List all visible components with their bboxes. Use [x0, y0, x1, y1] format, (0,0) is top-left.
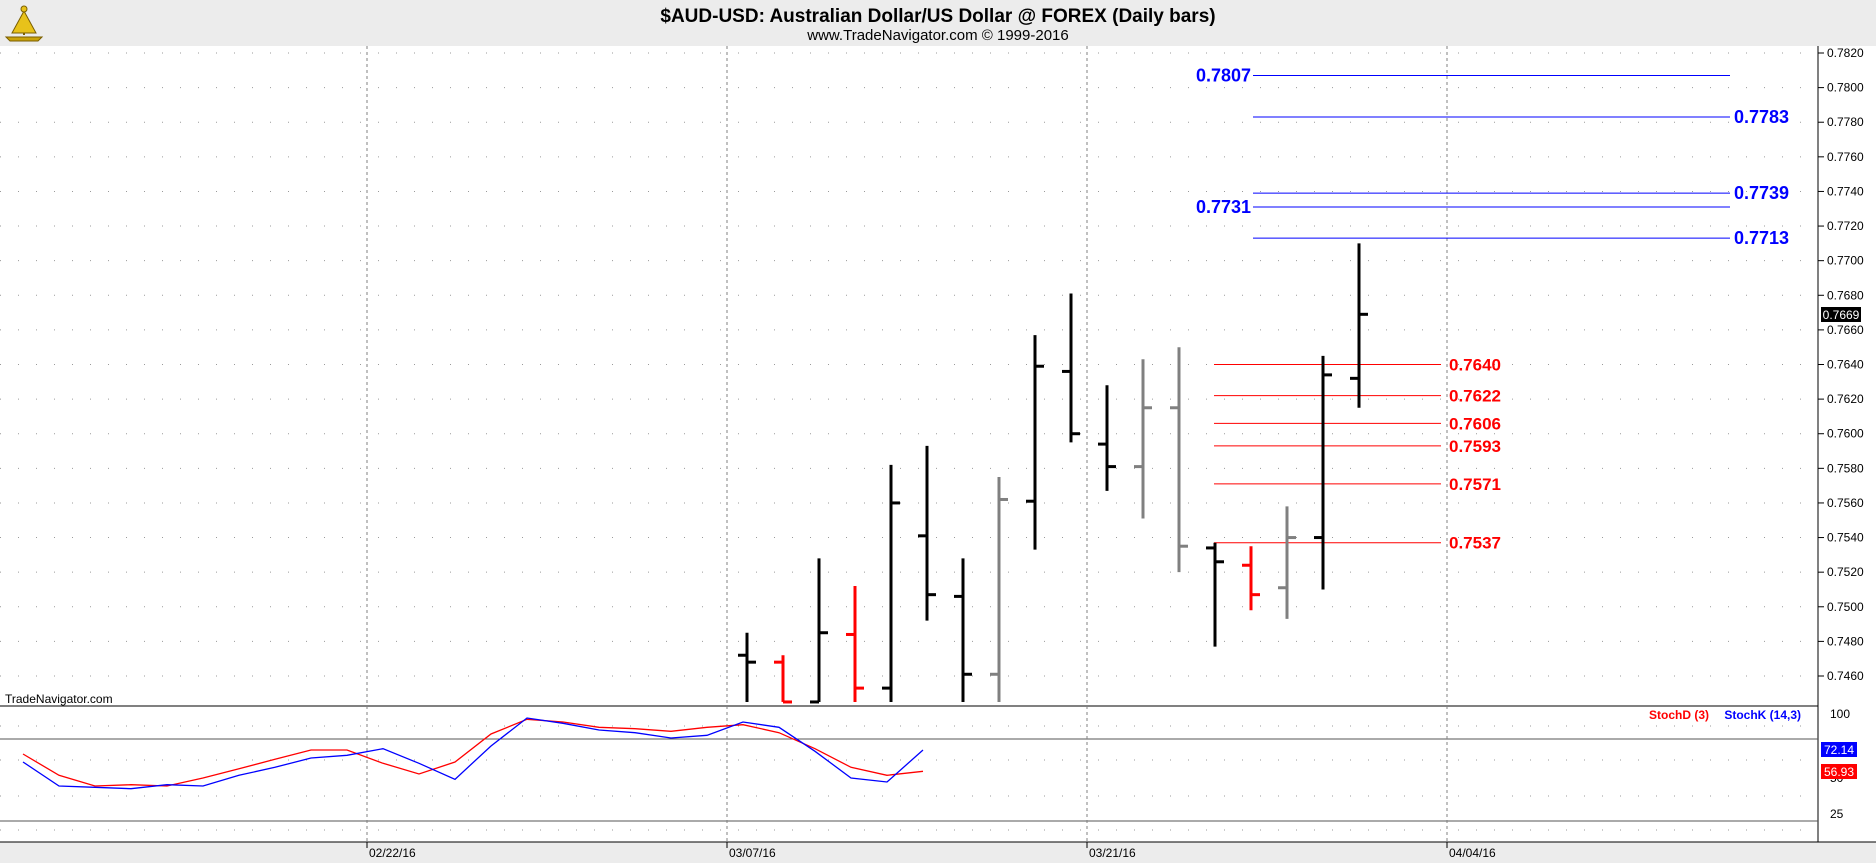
- price-levels: 0.7807 0.7783 0.7739 0.7731 0.7713 0.7640 0.76…: [1196, 65, 1789, 552]
- ohlc-bar: [1098, 385, 1116, 491]
- stochd-last-tag: [1821, 764, 1857, 779]
- watermark: TradeNavigator.com: [5, 692, 113, 706]
- y-tick-label: 0.7540: [1827, 531, 1864, 545]
- y-tick-label: 0.7800: [1827, 81, 1864, 95]
- y-tick-label: 0.7700: [1827, 254, 1864, 268]
- x-tick-label: 02/22/16: [369, 846, 416, 860]
- blue-level-label: 0.7807: [1196, 65, 1251, 85]
- ohlc-bar: [774, 655, 792, 704]
- ohlc-bar: [1242, 546, 1260, 611]
- x-axis-area: [0, 842, 1876, 863]
- ohlc-bar: [1314, 355, 1332, 590]
- stochastic-panel: [22, 717, 924, 790]
- ohlc-bar: [1170, 347, 1188, 573]
- y-tick-label: 0.7500: [1827, 600, 1864, 614]
- ohlc-bars: [738, 243, 1368, 704]
- chart-subtitle: www.TradeNavigator.com © 1999-2016: [806, 27, 1068, 44]
- red-level-label: 0.7640: [1449, 356, 1501, 375]
- ohlc-bar: [1206, 542, 1224, 647]
- ohlc-bar: [846, 586, 864, 702]
- y-tick-label: 0.7660: [1827, 323, 1864, 337]
- stochk-last-value: 72.14: [1824, 743, 1854, 757]
- price-axis-labels: 0.7460 0.7480 0.7500 0.7520 0.7540 0.7560 0.75…: [1827, 46, 1864, 821]
- y-axis-area: [1818, 46, 1876, 863]
- y-tick-label: 0.7580: [1827, 461, 1864, 475]
- blue-level-label: 0.7713: [1734, 228, 1789, 248]
- date-axis-labels: 02/22/16 03/07/16 03/21/16 04/04/16: [369, 846, 1496, 860]
- blue-level-label: 0.7739: [1734, 183, 1789, 203]
- last-price-tag: [1821, 307, 1861, 322]
- red-level-label: 0.7537: [1449, 534, 1501, 553]
- stochd-legend: StochD (3): [1649, 708, 1709, 722]
- plot-area: [0, 46, 1818, 706]
- red-level-label: 0.7606: [1449, 414, 1501, 433]
- ohlc-bar: [1026, 335, 1044, 550]
- stochk-last-tag: [1821, 742, 1857, 757]
- blue-level-label: 0.7731: [1196, 197, 1251, 217]
- ohlc-bar: [918, 445, 936, 621]
- ohlc-bar: [1134, 359, 1152, 519]
- y-tick-label: 0.7820: [1827, 46, 1864, 60]
- x-tick-label: 04/04/16: [1449, 846, 1496, 860]
- stochk-line: [22, 717, 924, 790]
- y-tick-label: 0.7620: [1827, 392, 1864, 406]
- y-tick-label: 0.7680: [1827, 288, 1864, 302]
- ohlc-bar: [738, 632, 756, 702]
- ohlc-bar: [954, 558, 972, 702]
- ohlc-bar: [1350, 243, 1368, 408]
- y-tick-label: 0.7560: [1827, 496, 1864, 510]
- last-price-value: 0.7669: [1823, 308, 1860, 322]
- x-tick-label: 03/07/16: [729, 846, 776, 860]
- blue-level-label: 0.7783: [1734, 107, 1789, 127]
- grid: [0, 52, 1824, 831]
- y-tick-label: 0.7640: [1827, 358, 1864, 372]
- stoch-tick-label: 25: [1830, 807, 1844, 821]
- y-tick-label: 0.7760: [1827, 150, 1864, 164]
- red-level-label: 0.7571: [1449, 475, 1501, 494]
- y-tick-label: 0.7520: [1827, 565, 1864, 579]
- y-tick-label: 0.7600: [1827, 427, 1864, 441]
- chart-title: $AUD-USD: Australian Dollar/US Dollar @ …: [660, 6, 1215, 27]
- ohlc-bar: [882, 464, 900, 702]
- x-tick-label: 03/21/16: [1089, 846, 1136, 860]
- stochd-line: [22, 718, 924, 787]
- red-level-label: 0.7593: [1449, 437, 1501, 456]
- y-tick-label: 0.7780: [1827, 115, 1864, 129]
- stochk-legend: StochK (14,3): [1724, 708, 1801, 722]
- y-tick-label: 0.7740: [1827, 184, 1864, 198]
- ohlc-bar: [1062, 293, 1080, 443]
- stoch-tick-label: 100: [1830, 707, 1850, 721]
- y-tick-label: 0.7720: [1827, 219, 1864, 233]
- y-tick-label: 0.7480: [1827, 634, 1864, 648]
- title-bar: [0, 0, 1876, 46]
- trade-navigator-logo-icon: [4, 5, 44, 42]
- stochd-last-value: 56.93: [1824, 765, 1854, 779]
- ohlc-bar: [1278, 506, 1296, 619]
- y-tick-label: 0.7460: [1827, 669, 1864, 683]
- vertical-grid: [366, 46, 1448, 848]
- ohlc-bar: [990, 476, 1008, 702]
- red-level-label: 0.7622: [1449, 387, 1501, 406]
- ohlc-bar: [810, 558, 828, 704]
